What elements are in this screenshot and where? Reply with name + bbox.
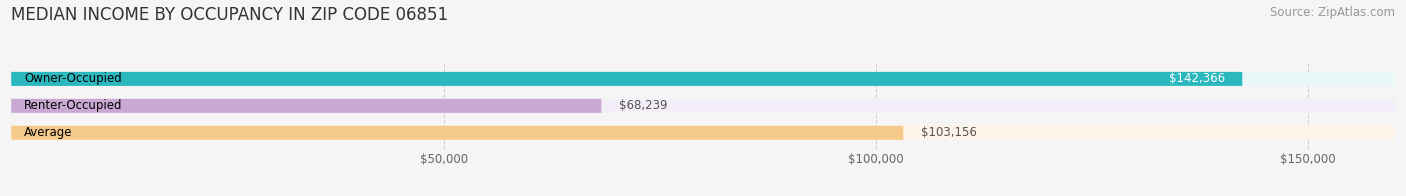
Text: $142,366: $142,366 — [1168, 72, 1225, 85]
Text: Average: Average — [24, 126, 73, 139]
FancyBboxPatch shape — [11, 99, 602, 113]
FancyBboxPatch shape — [11, 126, 1395, 140]
FancyBboxPatch shape — [11, 99, 1395, 113]
Text: Source: ZipAtlas.com: Source: ZipAtlas.com — [1270, 6, 1395, 19]
Text: Renter-Occupied: Renter-Occupied — [24, 99, 122, 112]
Text: Owner-Occupied: Owner-Occupied — [24, 72, 122, 85]
FancyBboxPatch shape — [11, 72, 1395, 86]
Text: $103,156: $103,156 — [921, 126, 976, 139]
Text: $68,239: $68,239 — [619, 99, 666, 112]
FancyBboxPatch shape — [11, 72, 1243, 86]
Text: MEDIAN INCOME BY OCCUPANCY IN ZIP CODE 06851: MEDIAN INCOME BY OCCUPANCY IN ZIP CODE 0… — [11, 6, 449, 24]
FancyBboxPatch shape — [11, 126, 903, 140]
